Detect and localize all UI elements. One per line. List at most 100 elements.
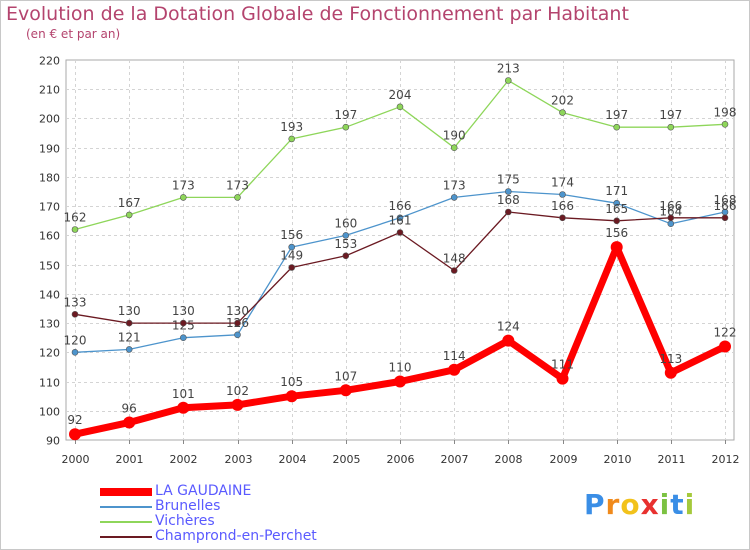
data-point-vicheres: [396, 103, 404, 111]
data-point-vicheres: [288, 135, 296, 143]
x-tick-label: 2007: [441, 453, 469, 466]
data-point-champrond-en-perchet: [613, 217, 621, 225]
data-label-brunelles: 174: [551, 176, 574, 190]
data-label-brunelles: 164: [659, 205, 682, 219]
data-label-la-gaudaine: 124: [497, 320, 520, 334]
data-point-brunelles: [613, 199, 621, 207]
data-label-champrond-en-perchet: 149: [280, 249, 303, 263]
logo-letter: o: [620, 488, 641, 521]
data-label-la-gaudaine: 96: [122, 402, 137, 416]
data-point-vicheres: [125, 211, 133, 219]
data-label-vicheres: 198: [714, 105, 737, 119]
data-point-la-gaudaine: [69, 428, 81, 441]
data-point-champrond-en-perchet: [71, 310, 79, 318]
data-label-la-gaudaine: 111: [551, 358, 574, 372]
data-label-la-gaudaine: 101: [172, 387, 195, 401]
data-point-brunelles: [125, 346, 133, 353]
legend-label-champrond-en-perchet: Champrond-en-Perchet: [155, 528, 317, 544]
data-point-vicheres: [721, 121, 729, 128]
data-point-vicheres: [667, 123, 675, 131]
data-point-la-gaudaine: [339, 384, 352, 397]
y-tick-label: 200: [39, 113, 60, 126]
x-tick-label: 2006: [387, 453, 415, 466]
data-label-brunelles: 171: [605, 184, 628, 198]
data-label-vicheres: 173: [226, 178, 249, 192]
data-point-la-gaudaine: [664, 366, 677, 379]
data-label-champrond-en-perchet: 165: [605, 202, 628, 216]
data-label-vicheres: 204: [389, 88, 412, 102]
data-label-champrond-en-perchet: 153: [334, 237, 357, 251]
data-label-la-gaudaine: 105: [280, 375, 303, 389]
y-tick-label: 180: [39, 172, 60, 185]
data-point-champrond-en-perchet: [504, 208, 512, 216]
data-label-champrond-en-perchet: 168: [497, 193, 520, 207]
data-point-vicheres: [180, 194, 187, 201]
data-point-la-gaudaine: [123, 416, 136, 429]
logo-letter: i: [684, 488, 696, 521]
data-label-brunelles: 121: [118, 330, 141, 344]
x-tick-label: 2000: [62, 453, 90, 466]
logo-letter: P: [584, 488, 606, 521]
data-point-vicheres: [504, 77, 512, 84]
y-tick-label: 190: [39, 143, 60, 156]
data-point-champrond-en-perchet: [667, 214, 675, 222]
logo-letter: i: [659, 488, 671, 521]
y-tick-label: 120: [39, 347, 60, 360]
data-point-champrond-en-perchet: [721, 214, 729, 222]
logo-letter: r: [605, 488, 621, 521]
data-label-vicheres: 213: [497, 62, 520, 76]
data-point-brunelles: [667, 220, 675, 227]
data-point-brunelles: [288, 243, 296, 251]
data-point-la-gaudaine: [285, 390, 298, 403]
data-point-la-gaudaine: [177, 401, 190, 414]
x-tick-label: 2009: [550, 453, 578, 466]
data-label-brunelles: 173: [443, 178, 466, 192]
data-label-la-gaudaine: 122: [714, 326, 737, 340]
data-point-vicheres: [342, 123, 350, 131]
y-tick-label: 160: [39, 230, 60, 243]
data-point-la-gaudaine: [502, 334, 515, 347]
x-tick-label: 2010: [604, 453, 632, 466]
data-label-champrond-en-perchet: 148: [443, 252, 466, 266]
x-tick-label: 2001: [116, 453, 144, 466]
legend-swatch-vicheres: [100, 520, 152, 523]
x-tick-label: 2011: [658, 453, 686, 466]
y-tick-label: 90: [46, 435, 60, 448]
y-tick-label: 130: [39, 318, 60, 331]
data-label-vicheres: 193: [280, 120, 303, 134]
data-label-vicheres: 190: [443, 129, 466, 143]
data-label-vicheres: 197: [605, 108, 628, 122]
data-point-champrond-en-perchet: [180, 319, 187, 327]
data-label-la-gaudaine: 110: [389, 361, 412, 375]
x-tick-label: 2004: [279, 453, 307, 466]
data-point-la-gaudaine: [610, 241, 623, 254]
data-label-la-gaudaine: 114: [443, 349, 466, 363]
legend-label-brunelles: Brunelles: [155, 498, 221, 514]
data-point-la-gaudaine: [394, 375, 406, 388]
data-point-vicheres: [613, 123, 621, 131]
y-tick-label: 110: [39, 377, 60, 390]
data-label-champrond-en-perchet: 166: [551, 199, 574, 213]
data-label-brunelles: 168: [714, 193, 737, 207]
data-point-champrond-en-perchet: [288, 264, 296, 271]
logo-letter: t: [670, 488, 685, 521]
data-label-brunelles: 166: [389, 199, 412, 213]
y-tick-label: 170: [39, 201, 60, 214]
data-label-vicheres: 162: [64, 211, 87, 225]
x-tick-label: 2005: [333, 453, 361, 466]
data-label-champrond-en-perchet: 130: [172, 304, 195, 318]
data-point-vicheres: [559, 109, 566, 116]
proxiti-logo: Proxiti: [584, 488, 695, 521]
data-point-brunelles: [396, 214, 404, 222]
x-tick-label: 2003: [225, 453, 253, 466]
data-label-la-gaudaine: 102: [226, 384, 249, 398]
legend-swatch-brunelles: [100, 505, 152, 508]
data-point-la-gaudaine: [719, 340, 731, 353]
y-tick-label: 140: [39, 289, 60, 302]
y-tick-label: 150: [39, 260, 60, 273]
data-label-champrond-en-perchet: 130: [118, 304, 141, 318]
data-label-vicheres: 202: [551, 94, 574, 108]
data-point-brunelles: [504, 188, 512, 195]
data-label-vicheres: 173: [172, 178, 195, 192]
